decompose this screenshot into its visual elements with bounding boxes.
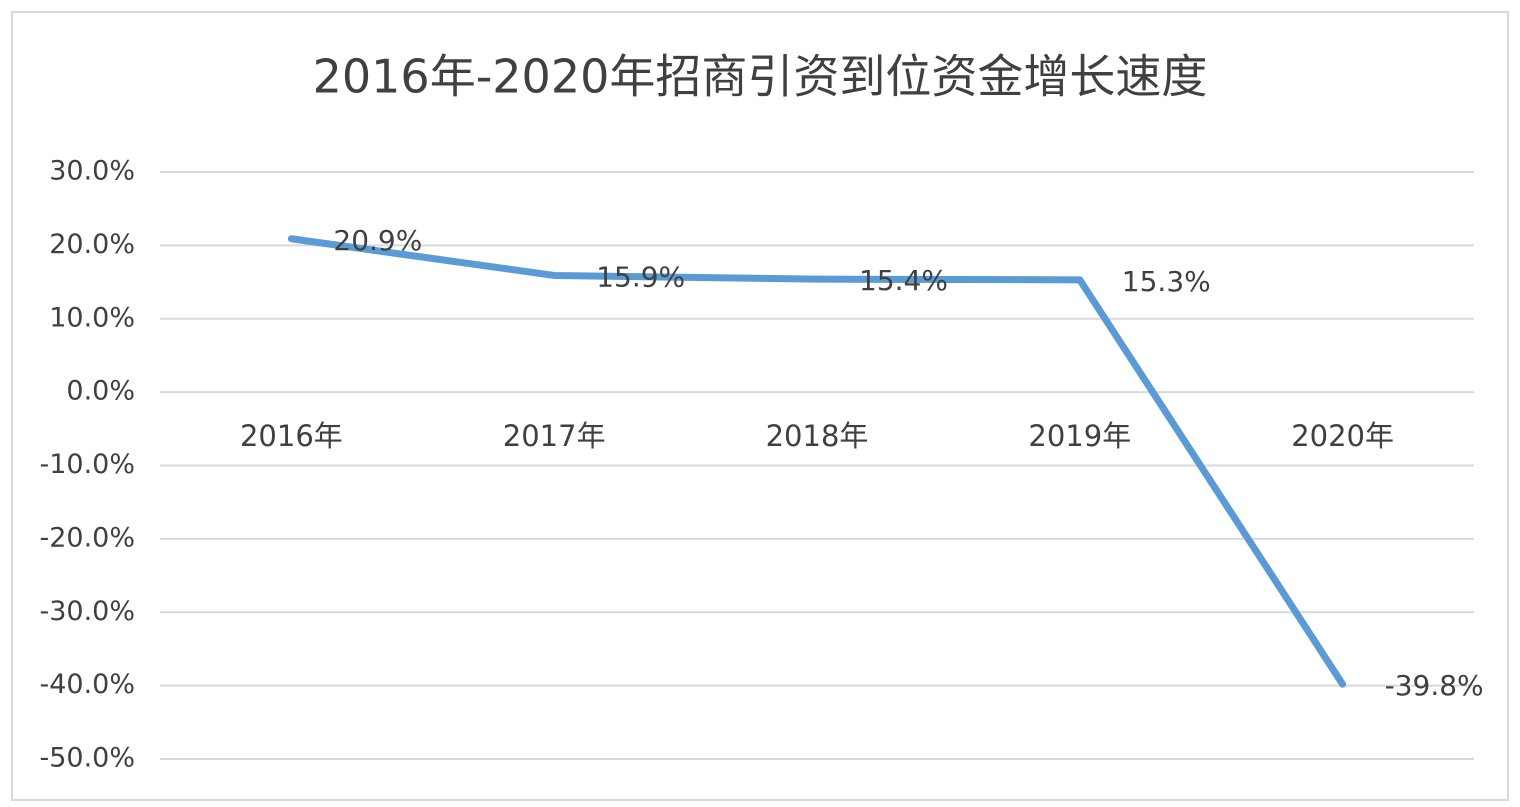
y-tick-label: -10.0% [39, 449, 135, 480]
data-label: 15.9% [596, 260, 685, 293]
data-label: 15.4% [859, 264, 948, 297]
chart-title: 2016年-2020年招商引资到位资金增长速度 [313, 50, 1208, 104]
y-tick-label: 0.0% [66, 376, 135, 407]
y-tick-label: 30.0% [49, 156, 135, 187]
y-tick-label: -40.0% [39, 669, 135, 700]
chart-border [11, 11, 1509, 801]
x-tick-label: 2019年 [1028, 419, 1131, 453]
x-tick-label: 2017年 [503, 419, 606, 453]
x-tick-label: 2016年 [240, 419, 343, 453]
y-tick-label: 20.0% [49, 229, 135, 260]
y-tick-label: 10.0% [49, 302, 135, 333]
y-tick-label: -50.0% [39, 743, 135, 774]
line [287, 235, 1347, 688]
data-label: 15.3% [1122, 265, 1211, 298]
y-tick-label: -20.0% [39, 522, 135, 553]
y-tick-label: -30.0% [39, 596, 135, 627]
data-label: -39.8% [1385, 669, 1484, 702]
x-tick-label: 2020年 [1291, 419, 1394, 453]
data-label: 20.9% [333, 224, 422, 257]
x-tick-label: 2018年 [766, 419, 869, 453]
